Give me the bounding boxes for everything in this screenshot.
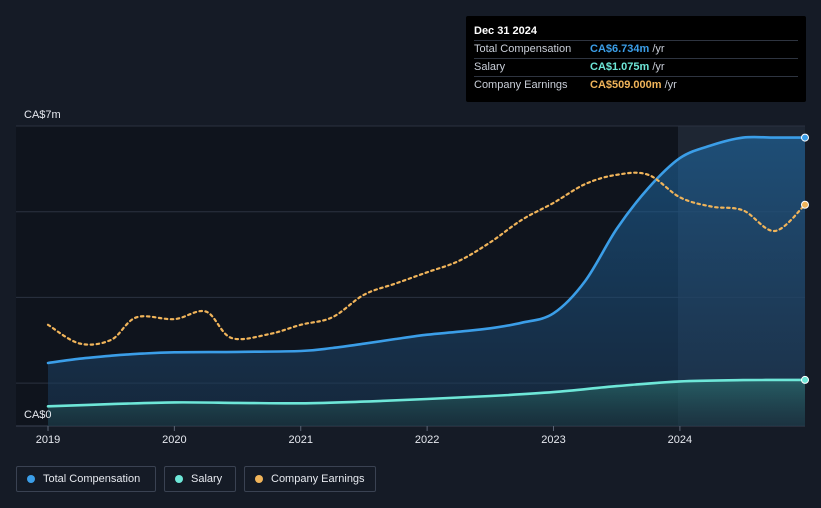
tooltip-label: Company Earnings [474,79,568,91]
legend-dot-icon [175,475,183,483]
tooltip-label: Total Compensation [474,43,572,55]
legend-item-total-compensation[interactable]: Total Compensation [16,466,156,492]
series-line-salary [46,378,807,408]
tooltip-label: Salary [474,61,506,73]
x-tick-label: 2023 [541,434,565,446]
legend-label: Total Compensation [43,473,141,485]
tooltip-row-salary: Salary CA$1.075m /yr [474,58,798,76]
end-point-salary [801,375,809,384]
tooltip: Dec 31 2024 Total Compensation CA$6.734m… [466,16,806,102]
legend-item-salary[interactable]: Salary [164,466,236,492]
tooltip-unit: /yr [652,61,665,73]
tooltip-value: CA$509.000m [590,79,662,91]
x-tick-label: 2022 [415,434,439,446]
salary-area [48,379,805,426]
tooltip-value: CA$1.075m [590,61,650,73]
legend-dot-icon [27,475,35,483]
x-tick-label: 2020 [162,434,186,446]
legend-item-company-earnings[interactable]: Company Earnings [244,466,376,492]
tooltip-row-company-earnings: Company Earnings CA$509.000m /yr [474,76,798,94]
legend: Total Compensation Salary Company Earnin… [16,466,376,492]
series-lines [46,135,807,408]
y-axis-labels: CA$7m CA$0 [24,109,61,421]
series-areas [48,137,805,427]
tooltip-row-total-compensation: Total Compensation CA$6.734m /yr [474,40,798,58]
y-tick-label-max: CA$7m [24,109,61,121]
total-compensation-area [48,137,805,427]
end-point-company-earnings [801,200,809,209]
legend-label: Salary [191,473,223,485]
legend-dot-icon [255,475,263,483]
x-tick-label: 2021 [289,434,313,446]
tooltip-unit: /yr [652,43,665,55]
end-point-total-compensation [801,133,809,142]
x-tick-label: 2024 [668,434,692,446]
tooltip-unit: /yr [664,79,677,91]
y-tick-label-min: CA$0 [24,409,52,421]
series-end-points [801,133,809,384]
legend-label: Company Earnings [271,473,365,485]
tooltip-date: Dec 31 2024 [474,25,537,37]
x-tick-label: 2019 [36,434,60,446]
tooltip-value: CA$6.734m [590,43,650,55]
x-axis-labels: 2019 2020 2021 2022 2023 2024 [36,426,692,446]
series-line-company-earnings [46,171,807,346]
series-line-total-compensation [46,135,807,365]
